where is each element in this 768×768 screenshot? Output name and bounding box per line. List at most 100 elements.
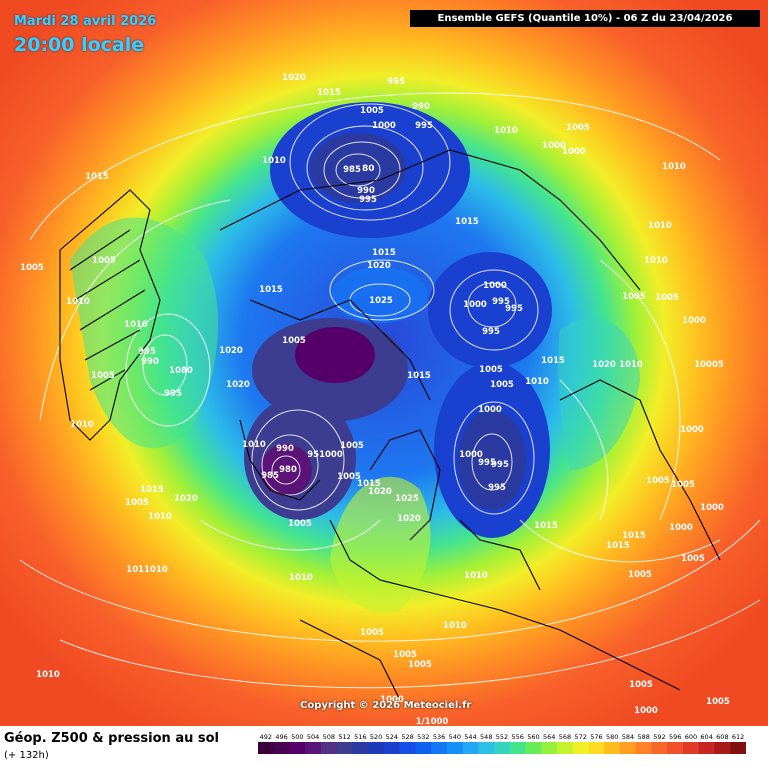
pressure-label: 990 — [412, 102, 430, 112]
pressure-label: 1005 — [360, 106, 384, 116]
scale-swatch — [730, 742, 746, 754]
scale-tick-label: 608 — [716, 733, 728, 741]
pressure-label: 1020 — [174, 494, 198, 504]
pressure-label: 1005 — [629, 680, 653, 690]
pressure-label: 1020 — [397, 514, 421, 524]
scale-tick-label: 600 — [685, 733, 697, 741]
pressure-label: 990 — [141, 357, 159, 367]
pressure-label: 1020 — [592, 360, 616, 370]
coastlines — [59, 149, 721, 701]
pressure-label: 1010 — [242, 440, 266, 450]
pressure-label: 1005 — [671, 480, 695, 490]
scale-swatch — [525, 742, 542, 754]
pressure-label: 1005 — [566, 123, 590, 133]
pressure-label: 1005 — [408, 660, 432, 670]
westerly-band-west — [70, 217, 219, 449]
scale-tick-label: 540 — [449, 733, 461, 741]
pressure-label: 1005 — [20, 263, 44, 273]
pressure-label: 1015 — [455, 217, 479, 227]
scale-tick-label: 564 — [543, 733, 555, 741]
scale-tick-label: 612 — [732, 733, 744, 741]
pressure-label: 1010 — [662, 162, 686, 172]
scale-swatch — [368, 742, 385, 754]
pressure-label: 1000 — [680, 425, 704, 435]
pressure-label: 995 — [164, 389, 182, 399]
isobars — [19, 92, 761, 689]
pressure-label: 1010 — [70, 420, 94, 430]
pressure-label: 1010 — [36, 670, 60, 680]
forecast-date: Mardi 28 avril 2026 — [14, 14, 157, 29]
pressure-label: 995 — [387, 77, 405, 87]
scale-swatch — [289, 742, 306, 754]
scale-tick-label: 588 — [637, 733, 649, 741]
pressure-label: 1005 — [337, 472, 361, 482]
pressure-label: 1015 — [622, 531, 646, 541]
pressure-label: 995 — [492, 297, 510, 307]
scale-tick-label: 516 — [354, 733, 366, 741]
pressure-label: 1010 — [648, 221, 672, 231]
pressure-label: 1010 — [66, 297, 90, 307]
scale-swatch — [494, 742, 511, 754]
scale-swatch — [714, 742, 731, 754]
scale-tick-label: 508 — [323, 733, 335, 741]
pressure-label: 1010 — [148, 512, 172, 522]
scale-tick-label: 584 — [622, 733, 634, 741]
scale-tick-label: 524 — [386, 733, 398, 741]
pressure-label: 1010 — [289, 573, 313, 583]
pressure-label: 1020 — [367, 261, 391, 271]
pressure-label: 1010 — [262, 156, 286, 166]
scale-swatch — [651, 742, 668, 754]
pressure-label: 1005 — [282, 336, 306, 346]
scale-tick-label: 492 — [260, 733, 272, 741]
scale-swatch — [683, 742, 700, 754]
scale-swatch — [572, 742, 590, 754]
ridge-east — [558, 318, 640, 470]
pressure-label: 1015 — [85, 172, 109, 182]
scale-tick-label: 512 — [338, 733, 350, 741]
pressure-label: 1010 — [619, 360, 643, 370]
pressure-label: 1000 — [463, 300, 487, 310]
pressure-label: 1005 — [655, 293, 679, 303]
pressure-label: 1025 — [369, 296, 393, 306]
pressure-label: 1005 — [340, 441, 364, 451]
low-center-label: 80 — [362, 164, 375, 174]
pressure-label: 990 — [276, 444, 294, 454]
low-centers: 80 — [362, 164, 375, 174]
forecast-local-time: 20:00 locale — [14, 34, 145, 56]
scale-swatch — [431, 742, 448, 754]
pressure-label: 995 — [482, 327, 500, 337]
pressure-label: 1025 — [395, 494, 419, 504]
high-arctic — [332, 267, 428, 323]
scale-tick-label: 500 — [291, 733, 303, 741]
scale-tick-label: 596 — [669, 733, 681, 741]
scale-tick-label: 556 — [512, 733, 524, 741]
pressure-label: 1015 — [372, 248, 396, 258]
scale-tick-label: 552 — [496, 733, 508, 741]
legend-footer: Géop. Z500 & pression au sol (+ 132h) 49… — [0, 726, 768, 768]
scale-tick-label: 504 — [307, 733, 319, 741]
pressure-label: 1010 — [494, 126, 518, 136]
run-info-box: Ensemble GEFS (Quantile 10%) - 06 Z du 2… — [410, 10, 760, 27]
trough-greenland-core — [260, 444, 312, 496]
pressure-label: 1015 — [317, 88, 341, 98]
pressure-label: 1015 — [140, 485, 164, 495]
pressure-label: 1020 — [282, 73, 306, 83]
pressure-label: 995 — [359, 195, 377, 205]
scale-swatch — [667, 742, 684, 754]
pressure-label: 1005 — [91, 371, 115, 381]
scale-swatch — [399, 742, 416, 754]
pressure-label: 1000 — [669, 523, 693, 533]
pressure-label: 995 — [138, 347, 156, 357]
pressure-label: 1000 — [380, 695, 404, 705]
scale-tick-label: 572 — [574, 733, 586, 741]
pressure-label: 1015 — [259, 285, 283, 295]
pressure-label: 1000 — [542, 141, 566, 151]
scale-tick-label: 548 — [480, 733, 492, 741]
pressure-label: 1010 — [124, 320, 148, 330]
scale-swatch — [478, 742, 495, 754]
pressure-label: 1020 — [219, 346, 243, 356]
copyright-text: Copyright © 2026 Meteociel.fr — [300, 700, 472, 711]
